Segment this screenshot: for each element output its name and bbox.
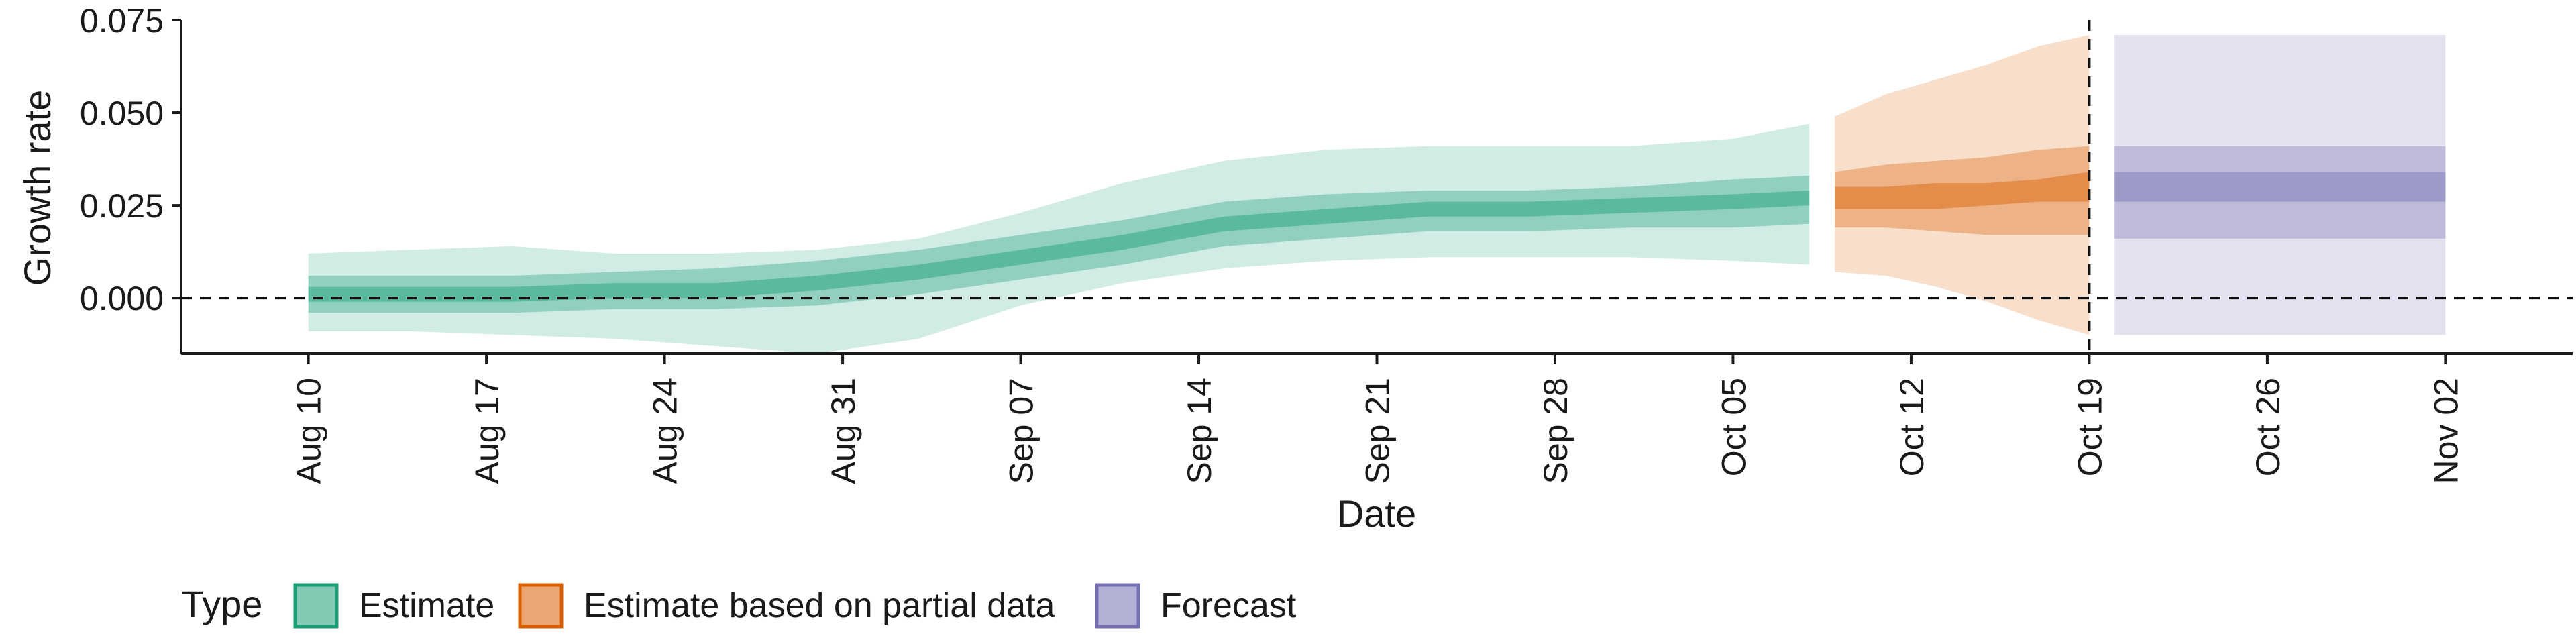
x-tick-label: Sep 14 <box>1181 378 1218 484</box>
band-inner-series-0 <box>308 191 1810 302</box>
y-axis-title: Growth rate <box>16 90 58 286</box>
x-tick-label: Nov 02 <box>2427 378 2465 484</box>
band-middle-series-1 <box>1835 146 2090 235</box>
bands-layer <box>308 35 2446 354</box>
band-inner-series-1 <box>1835 172 2090 209</box>
y-tick-label: 0.000 <box>80 280 164 317</box>
series-1 <box>1835 35 2090 335</box>
x-tick-label: Sep 28 <box>1537 378 1574 484</box>
y-tick-label: 0.075 <box>80 2 164 40</box>
legend-item-0: Estimate <box>293 583 494 629</box>
x-tick-label: Sep 21 <box>1359 378 1397 484</box>
x-tick-label: Aug 31 <box>824 378 862 484</box>
x-tick-label: Oct 19 <box>2071 378 2108 476</box>
y-tick-label: 0.050 <box>80 95 164 132</box>
legend-label: Estimate <box>359 586 494 625</box>
reference-lines <box>181 20 2573 354</box>
y-tick-label: 0.025 <box>80 187 164 225</box>
legend-swatch <box>518 583 564 629</box>
x-ticks: Aug 10 Aug 17 Aug 24 Aug 31 Sep 07 Sep 14 Sep … <box>290 354 2465 484</box>
band-outer-series-0 <box>308 123 1810 354</box>
band-inner-series-2 <box>2114 172 2446 202</box>
legend-label: Estimate based on partial data <box>584 586 1055 625</box>
legend-swatch <box>1095 583 1140 629</box>
legend-item-1: Estimate based on partial data <box>518 583 1055 629</box>
y-ticks: 0.000 0.025 0.050 0.075 <box>80 2 181 317</box>
x-tick-label: Aug 24 <box>647 378 684 484</box>
band-middle-series-0 <box>308 175 1810 313</box>
legend-label: Forecast <box>1161 586 1297 625</box>
legend-item-2: Forecast <box>1095 583 1297 629</box>
series-0 <box>308 123 1810 354</box>
x-tick-label: Aug 10 <box>290 378 328 484</box>
x-tick-label: Oct 26 <box>2249 378 2287 476</box>
band-outer-series-1 <box>1835 35 2090 335</box>
legend-title: Type <box>181 583 262 625</box>
x-tick-label: Aug 17 <box>468 378 506 484</box>
series-2 <box>2114 35 2446 335</box>
x-tick-label: Oct 12 <box>1893 378 1931 476</box>
x-axis-title: Date <box>1337 492 1416 535</box>
band-middle-series-2 <box>2114 146 2446 239</box>
band-outer-series-2 <box>2114 35 2446 335</box>
x-tick-label: Sep 07 <box>1003 378 1040 484</box>
legend: Type Estimate Estimate based on partial d… <box>181 583 1297 629</box>
legend-swatch <box>293 583 339 629</box>
x-tick-label: Oct 05 <box>1715 378 1753 476</box>
